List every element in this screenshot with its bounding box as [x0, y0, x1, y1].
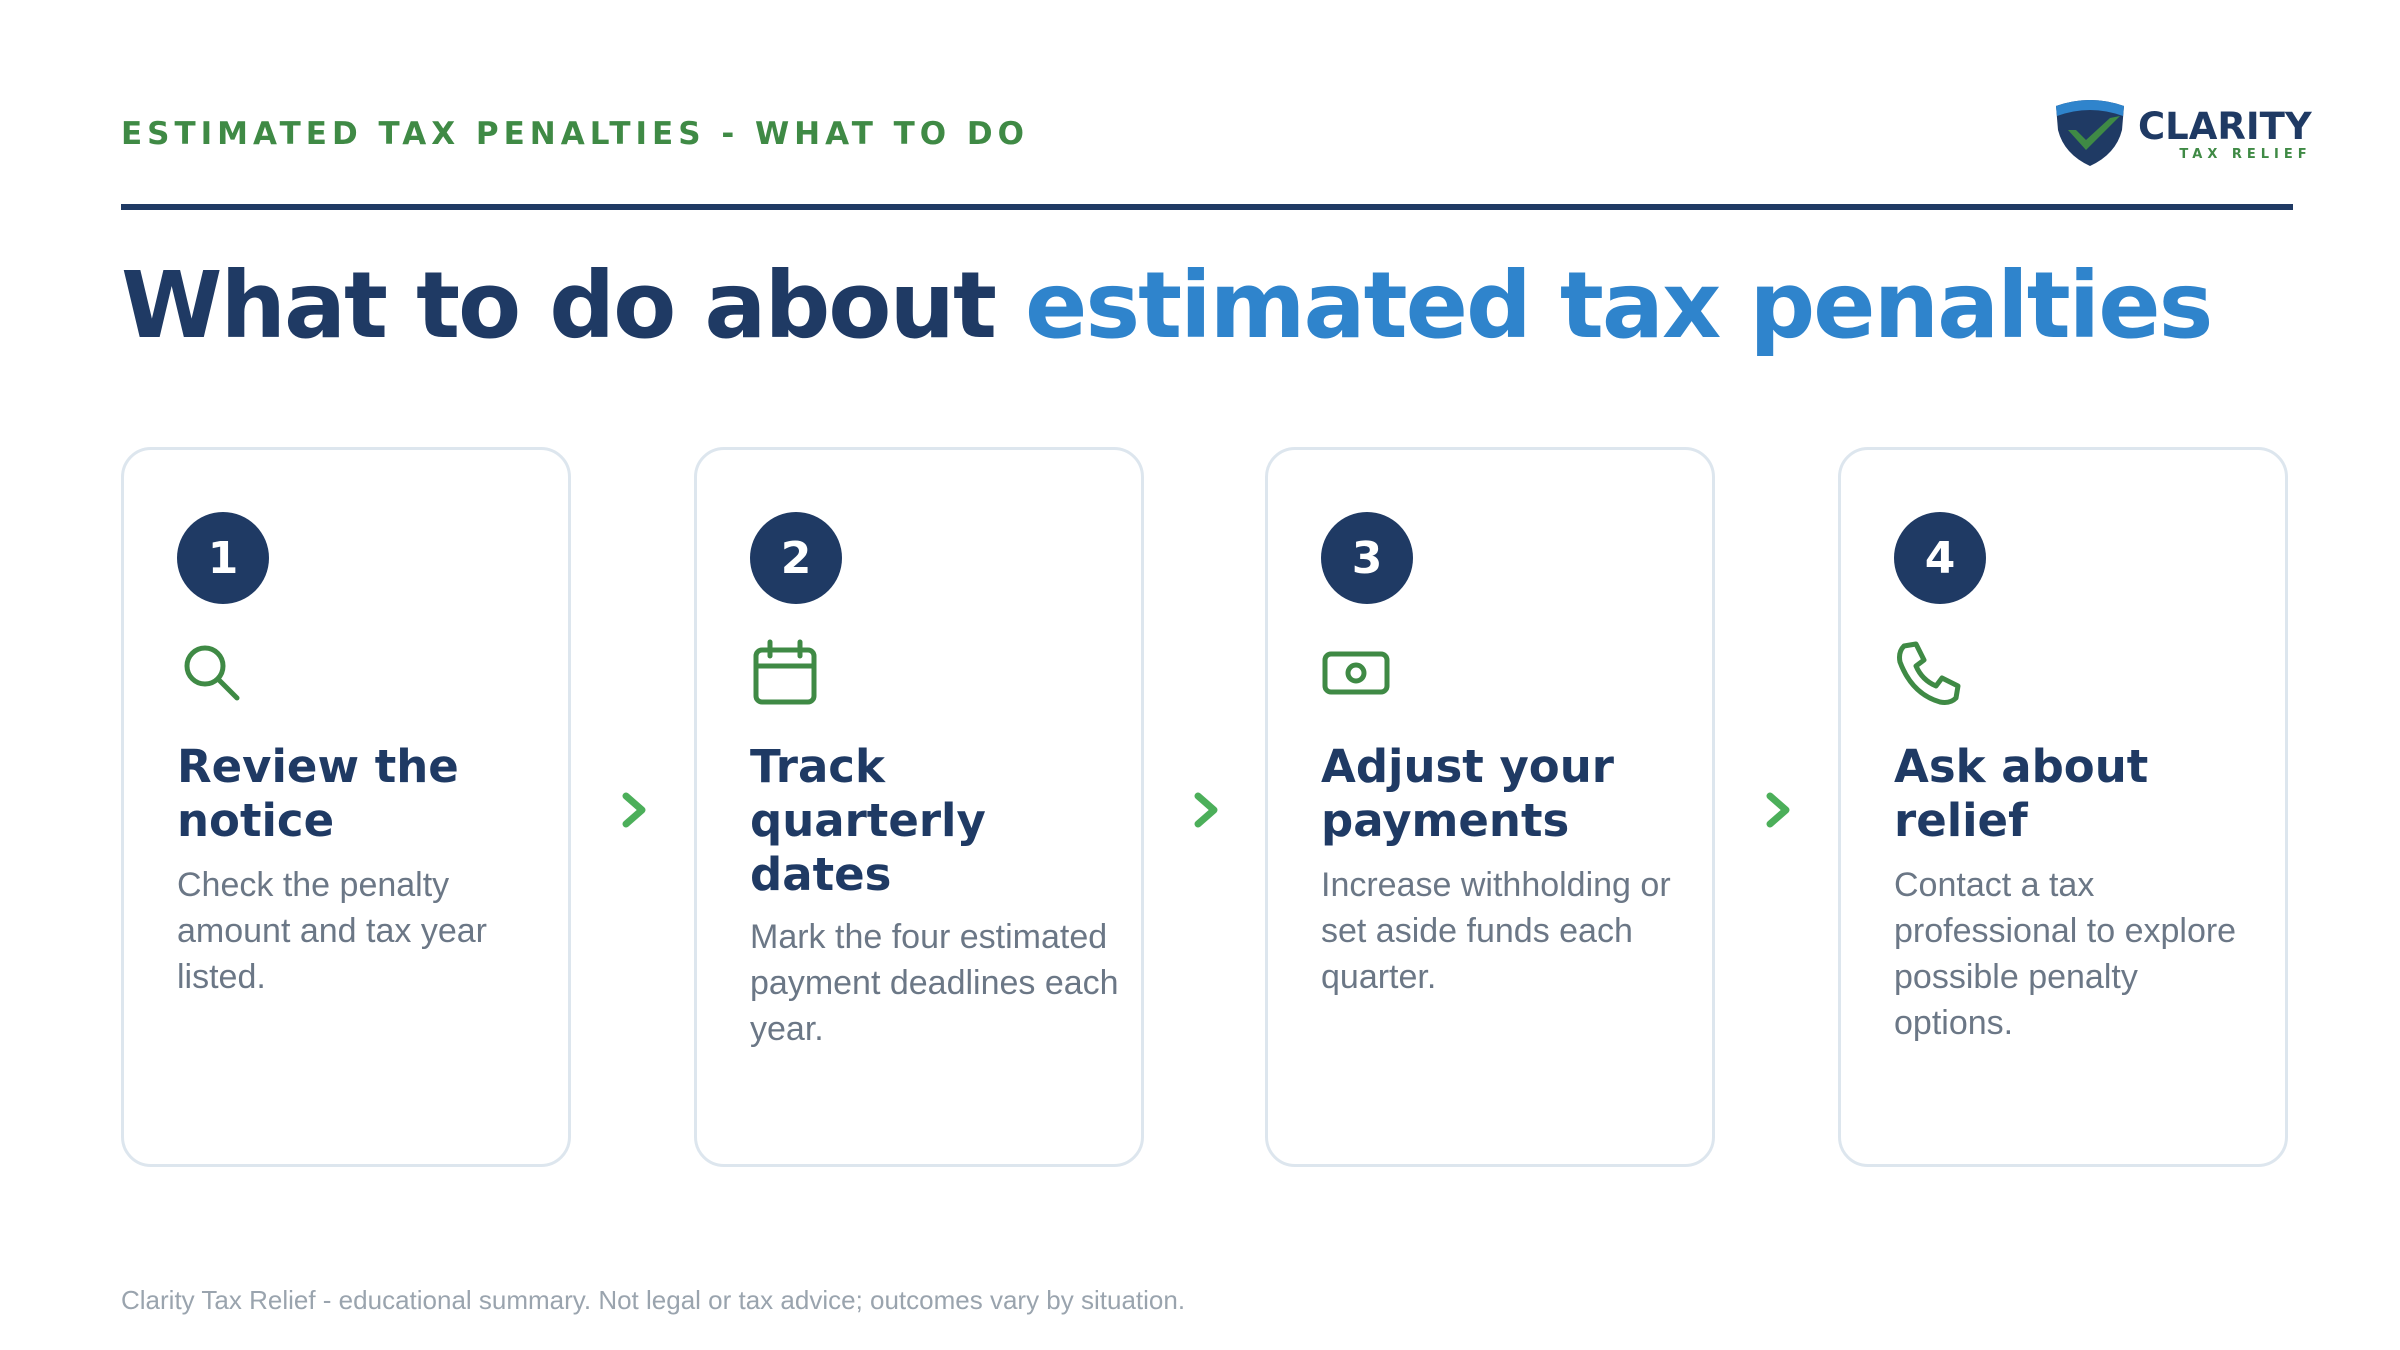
step-description: Contact a tax professional to explore po…	[1894, 866, 2237, 1042]
header-divider	[121, 204, 2293, 210]
step-card-2: 2 Track quarterly dates Mark the four es…	[694, 447, 1144, 1167]
step-card-4: 4 Ask about relief Contact a tax profess…	[1838, 447, 2288, 1167]
footer-disclaimer: Clarity Tax Relief - educational summary…	[121, 1285, 1186, 1315]
title-lead: What to do about	[121, 252, 1026, 359]
step-card-1: 1 Review the notice Check the penalty am…	[121, 447, 571, 1167]
step-number-badge: 2	[750, 512, 842, 604]
step-title: Track quarterly dates	[750, 740, 986, 901]
step-title: Ask about relief	[1894, 740, 2149, 847]
chevron-right-icon	[1192, 790, 1222, 830]
eyebrow-label: ESTIMATED TAX PENALTIES - WHAT TO DO	[121, 116, 1030, 152]
brand-logo: CLARITY TAX RELIEF	[2050, 96, 2312, 173]
chevron-right-icon	[1764, 790, 1794, 830]
step-description: Increase withholding or set aside funds …	[1321, 866, 1671, 996]
logo-tagline: TAX RELIEF	[2179, 147, 2312, 162]
phone-icon	[1894, 638, 1964, 708]
logo-name: CLARITY	[2138, 105, 2312, 148]
page-title: What to do about estimated tax penalties	[121, 252, 2213, 359]
title-accent: estimated tax penalties	[1025, 252, 2213, 359]
step-title: Adjust your payments	[1321, 740, 1614, 847]
chevron-right-icon	[620, 790, 650, 830]
search-icon	[177, 638, 247, 708]
step-title: Review the notice	[177, 740, 459, 847]
step-number-badge: 4	[1894, 512, 1986, 604]
money-icon	[1321, 638, 1391, 708]
step-number-badge: 1	[177, 512, 269, 604]
step-description: Mark the four estimated payment deadline…	[750, 918, 1119, 1048]
step-number-badge: 3	[1321, 512, 1413, 604]
shield-check-icon	[2050, 96, 2130, 173]
calendar-icon	[750, 638, 820, 708]
step-card-3: 3 Adjust your payments Increase withhold…	[1265, 447, 1715, 1167]
step-description: Check the penalty amount and tax year li…	[177, 866, 487, 996]
